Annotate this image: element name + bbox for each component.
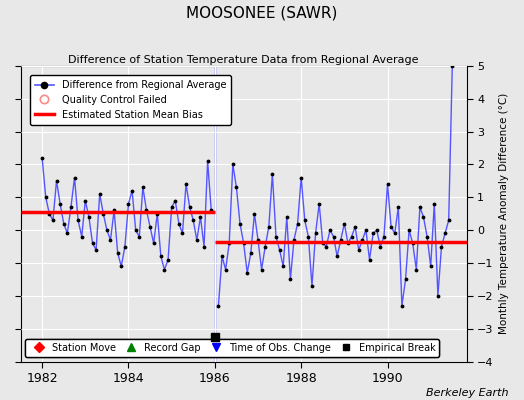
Text: MOOSONEE (SAWR): MOOSONEE (SAWR) (187, 6, 337, 21)
Legend: Station Move, Record Gap, Time of Obs. Change, Empirical Break: Station Move, Record Gap, Time of Obs. C… (26, 339, 440, 357)
Text: Berkeley Earth: Berkeley Earth (426, 388, 508, 398)
Y-axis label: Monthly Temperature Anomaly Difference (°C): Monthly Temperature Anomaly Difference (… (499, 93, 509, 334)
Title: Difference of Station Temperature Data from Regional Average: Difference of Station Temperature Data f… (68, 55, 419, 65)
